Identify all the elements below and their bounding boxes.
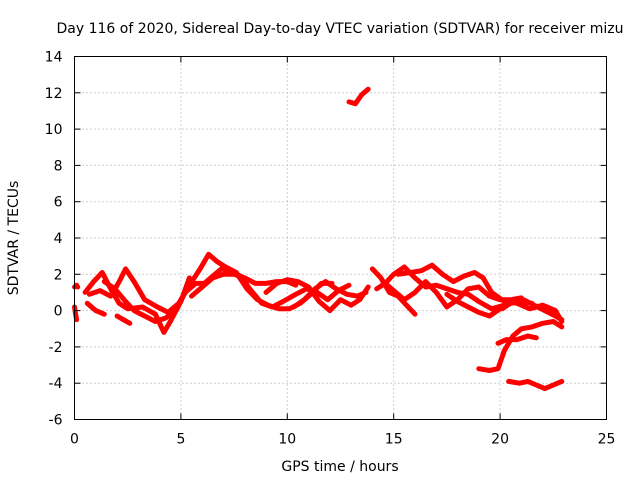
series-arc-9: [263, 277, 371, 314]
series-arc-10: [291, 279, 369, 310]
series-arc-7: [114, 313, 133, 326]
series-arc-13: [374, 264, 507, 312]
y-tick-label: 4: [54, 231, 63, 247]
axis-ticks: 0 5 10 15 20 25 -6 -4 -2 0 2 4 6 8 10 12 14: [45, 50, 616, 448]
x-tick-label: 15: [385, 432, 403, 448]
series-arc-17: [476, 319, 565, 373]
x-tick-label: 25: [598, 432, 616, 448]
y-tick-label: -6: [49, 413, 63, 429]
series-arc-4: [84, 300, 107, 317]
x-tick-label: 5: [176, 432, 185, 448]
y-tick-label: 0: [54, 304, 63, 320]
series-arc-6: [101, 266, 352, 324]
y-tick-label: 6: [54, 195, 63, 211]
grid: [74, 56, 607, 420]
series-arc-20: [506, 378, 565, 392]
y-tick-label: 2: [54, 267, 63, 283]
chart-title: Day 116 of 2020, Sidereal Day-to-day VTE…: [57, 21, 624, 37]
series-arc-11: [346, 86, 371, 107]
y-tick-label: 14: [45, 50, 63, 66]
x-tick-label: 20: [491, 432, 509, 448]
x-axis-label: GPS time / hours: [281, 459, 398, 475]
x-tick-label: 10: [278, 432, 296, 448]
y-tick-label: -4: [49, 376, 63, 392]
y-tick-label: -2: [49, 340, 63, 356]
series-arc-18: [495, 333, 539, 346]
series-arc-19: [499, 297, 565, 323]
y-tick-label: 10: [45, 122, 63, 138]
data-series: [72, 86, 565, 392]
y-tick-label: 12: [45, 86, 63, 102]
series-arc-12: [369, 266, 418, 317]
series-arc-1: [72, 282, 81, 290]
x-tick-label: 0: [70, 432, 79, 448]
y-axis-label: SDTVAR / TECUs: [6, 181, 22, 296]
series-arc-5: [86, 251, 335, 315]
series-arc-3: [82, 270, 192, 335]
y-tick-label: 8: [54, 158, 63, 174]
